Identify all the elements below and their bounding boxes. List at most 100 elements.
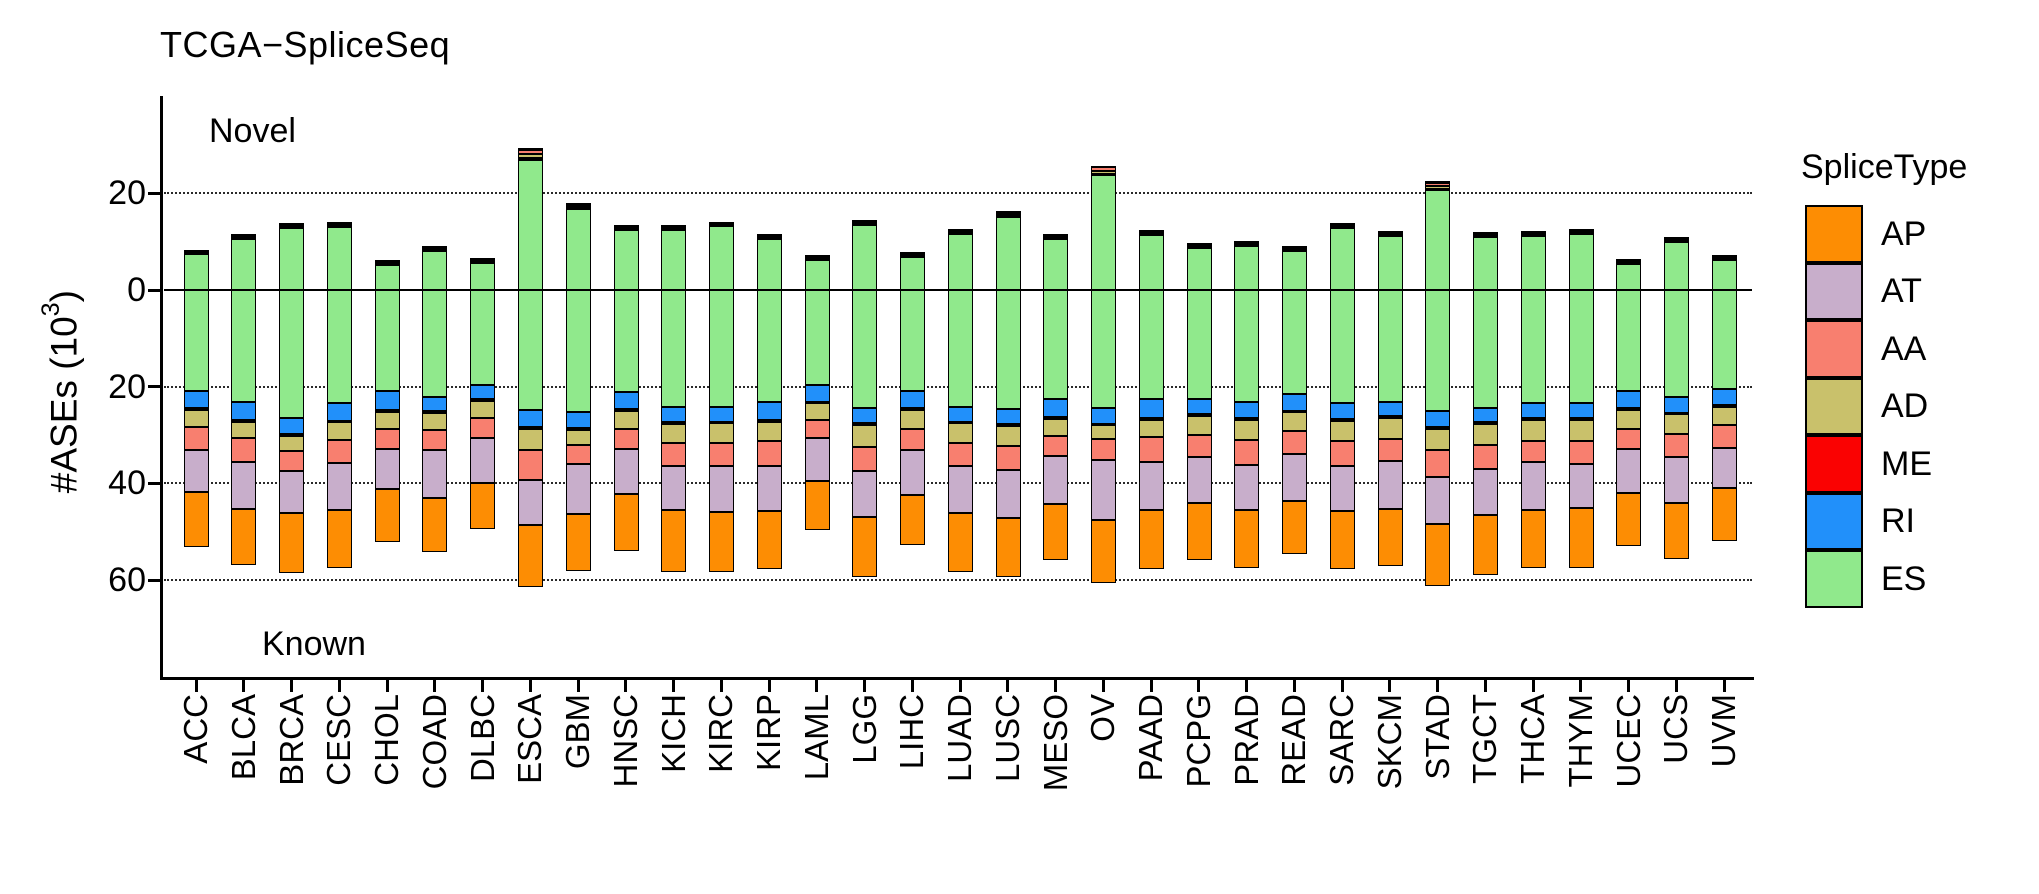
bar-segment-known-STAD-AA (1425, 450, 1451, 478)
legend-swatch-AD (1805, 377, 1863, 435)
bar-segment-novel-ESCA-ES (518, 159, 543, 290)
bar-segment-known-LAML-AT (804, 437, 830, 482)
bar-segment-known-UCEC-AD (1616, 409, 1642, 429)
bar-segment-known-SARC-ES (1329, 290, 1355, 403)
bar-segment-known-GBM-AT (565, 464, 591, 515)
x-axis-label-PAAD: PAAD (1132, 694, 1170, 782)
x-axis-label-PRAD: PRAD (1227, 694, 1265, 786)
bar-segment-novel-GBM-AD (565, 206, 591, 209)
bar-segment-known-GBM-RI (565, 411, 591, 429)
bar-segment-novel-UVM-ES (1711, 259, 1737, 290)
bar-segment-known-KIRC-AA (709, 443, 734, 466)
bar-segment-known-GBM-AP (565, 514, 591, 572)
x-tick-mark-KIRP (767, 680, 771, 692)
bar-segment-known-PAAD-RI (1138, 399, 1164, 419)
bar-segment-novel-LUAD-AP (947, 228, 973, 231)
bar-segment-known-DLBC-AT (470, 438, 496, 484)
bar-segment-known-TGCT-AP (1473, 514, 1498, 575)
bar-segment-known-HNSC-AP (613, 494, 639, 551)
bar-segment-known-UCS-AP (1664, 503, 1689, 559)
bar-segment-known-KIRC-ES (709, 290, 734, 407)
bar-segment-known-KICH-ES (661, 290, 687, 407)
x-tick-mark-READ (1292, 680, 1296, 692)
bar-segment-known-BRCA-RI (279, 418, 305, 435)
bar-segment-known-LGG-ES (852, 290, 878, 409)
bar-segment-known-PRAD-AT (1234, 464, 1260, 510)
bar-segment-known-SKCM-AP (1377, 508, 1403, 567)
bar-segment-known-PAAD-AA (1138, 437, 1164, 462)
bar-segment-known-CHOL-AT (374, 448, 400, 489)
bar-segment-known-LAML-ES (804, 290, 830, 385)
bar-segment-novel-OV-ES (1091, 174, 1116, 290)
bar-segment-known-THYM-AP (1568, 508, 1594, 568)
bar-segment-known-LAML-AD (804, 403, 830, 420)
bar-segment-known-OV-AA (1091, 439, 1116, 461)
x-axis-label-HNSC: HNSC (606, 694, 644, 788)
known-section-label: Known (262, 625, 366, 663)
bar-segment-novel-LUAD-ES (947, 233, 973, 290)
bar-segment-novel-BLCA-ES (231, 238, 257, 290)
bar-segment-known-MESO-AA (1043, 436, 1069, 456)
bar-segment-known-KIRC-AD (709, 423, 734, 444)
legend-swatch-RI (1805, 492, 1863, 550)
bar-segment-novel-LGG-AP (852, 219, 878, 222)
bar-segment-known-PCPG-ES (1186, 290, 1212, 400)
bar-segment-known-KIRC-RI (709, 406, 734, 422)
bar-segment-known-LIHC-RI (900, 390, 925, 409)
x-tick-mark-STAD (1436, 680, 1440, 692)
bar-segment-known-ACC-AD (183, 409, 209, 428)
bar-segment-novel-STAD-ES (1425, 189, 1451, 290)
bar-segment-known-CESC-AT (326, 462, 352, 510)
bar-segment-novel-UCEC-AP (1616, 259, 1642, 262)
bar-segment-known-UCS-AT (1664, 457, 1689, 504)
bar-segment-known-DLBC-AD (470, 400, 496, 419)
bar-segment-known-SKCM-ES (1377, 290, 1403, 402)
x-axis-label-ACC: ACC (177, 694, 215, 764)
bar-segment-known-HNSC-AD (613, 410, 639, 429)
bar-segment-known-UCS-AA (1664, 434, 1689, 458)
bar-segment-known-CHOL-AP (374, 488, 400, 542)
bar-segment-known-ACC-ES (183, 290, 209, 391)
bar-segment-known-LAML-AP (804, 481, 830, 530)
x-axis-label-SARC: SARC (1323, 694, 1361, 786)
bar-segment-known-COAD-ES (422, 290, 448, 397)
x-tick-mark-SKCM (1388, 680, 1392, 692)
bar-segment-known-SARC-AD (1329, 420, 1355, 442)
x-tick-mark-TGCT (1483, 680, 1487, 692)
bar-segment-known-HNSC-RI (613, 391, 639, 410)
bar-segment-novel-THCA-ES (1520, 235, 1546, 290)
y-tick-mark (148, 385, 161, 389)
bar-segment-known-READ-AT (1282, 453, 1307, 501)
bar-segment-known-UVM-AT (1711, 447, 1737, 489)
bar-segment-novel-MESO-ES (1043, 238, 1069, 290)
bar-segment-known-BLCA-AP (231, 508, 257, 566)
bar-segment-known-CESC-AD (326, 422, 352, 440)
x-tick-mark-LUAD (958, 680, 962, 692)
x-axis-label-CESC: CESC (320, 694, 358, 786)
bar-segment-novel-LAML-ES (804, 260, 830, 290)
bar-segment-known-LGG-AA (852, 447, 878, 472)
bar-segment-known-OV-AP (1091, 520, 1116, 583)
bar-segment-known-TGCT-AD (1473, 423, 1498, 445)
bar-segment-known-STAD-ES (1425, 290, 1451, 411)
bar-segment-known-UCEC-AA (1616, 428, 1642, 449)
bar-segment-known-SKCM-ME (1377, 416, 1403, 419)
x-axis-label-COAD: COAD (415, 694, 453, 790)
bar-segment-known-LIHC-ES (900, 290, 925, 391)
bar-segment-known-KICH-RI (661, 406, 687, 423)
bar-segment-known-SARC-AT (1329, 465, 1355, 512)
zero-line (164, 288, 1752, 292)
bar-segment-novel-LUSC-AP (995, 211, 1021, 214)
bar-segment-known-LIHC-AP (900, 494, 925, 546)
x-axis-label-THCA: THCA (1514, 694, 1552, 784)
bar-segment-known-PCPG-RI (1186, 399, 1212, 414)
bar-segment-novel-PAAD-AP (1138, 230, 1164, 233)
x-axis-label-KICH: KICH (654, 694, 692, 773)
x-tick-mark-THCA (1531, 680, 1535, 692)
bar-segment-novel-CESC-ES (326, 226, 352, 290)
bar-segment-known-GBM-AA (565, 444, 591, 465)
x-tick-mark-LAML (815, 680, 819, 692)
legend-item-label-AD: AD (1881, 387, 1929, 426)
bar-segment-known-LUSC-AP (995, 518, 1021, 578)
bar-segment-known-LUAD-RI (947, 406, 973, 422)
